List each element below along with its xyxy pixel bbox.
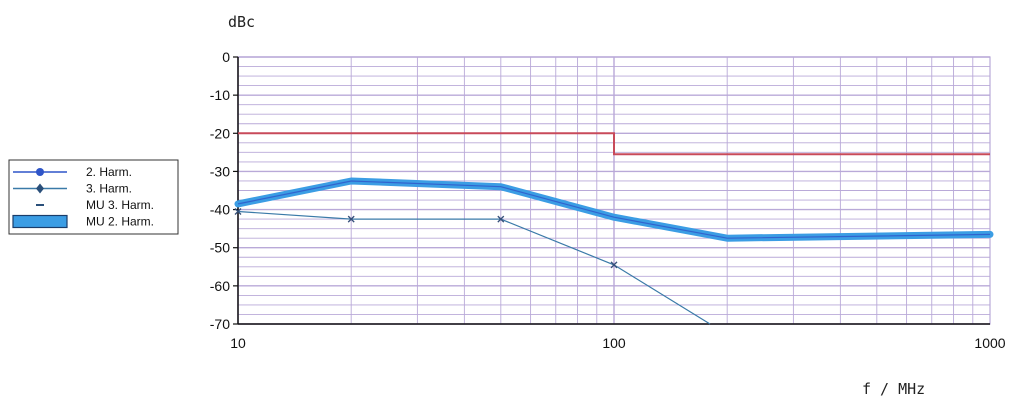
legend-item: MU 3. Harm. [36,198,154,212]
y-axis-title: dBc [228,13,255,31]
point-mark [347,215,355,223]
series-mu-3-harm-line [238,132,990,156]
series-2-harm-line [237,180,991,239]
legend-item: MU 2. Harm. [12,214,154,229]
legend-item: 3. Harm. [13,182,132,196]
x-axis-title: f / MHz [862,380,925,398]
legend-marker-circle [36,168,44,176]
series-3-harm-point [347,215,355,223]
legend-marker-band [12,214,68,229]
legend-label: 2. Harm. [86,165,132,179]
y-tick-label: -30 [210,163,230,179]
y-tick-label: -10 [210,87,230,103]
x-tick-label: 100 [602,335,626,351]
point-mark [234,208,242,215]
legend-item: 2. Harm. [13,165,132,179]
x-tick-labels: 10 100 1000 [230,335,1006,351]
y-tick-label: 0 [222,49,230,65]
series-3-harm-point [497,215,505,223]
legend-label: MU 2. Harm. [86,215,154,229]
series-3-harm-point [610,261,618,269]
legend-marker-diamond [36,183,44,194]
y-tick-labels: 0 -10 -20 -30 -40 -50 -60 -70 [210,49,238,332]
y-tick-label: -70 [210,316,230,332]
series-layer [234,132,994,325]
x-tick-label: 10 [230,335,246,351]
y-tick-label: -40 [210,202,230,218]
x-tick-label: 1000 [974,335,1005,351]
grid [237,56,991,325]
y-tick-label: -20 [210,125,230,141]
y-tick-label: -60 [210,278,230,294]
point-mark [610,261,618,269]
point-mark [497,215,505,223]
y-tick-label: -50 [210,240,230,256]
legend: 2. Harm. 3. Harm. MU 3. Harm. MU 2. Harm. [8,159,179,235]
legend-label: MU 3. Harm. [86,198,154,212]
legend-label: 3. Harm. [86,182,132,196]
series-3-harm-point [234,208,242,215]
